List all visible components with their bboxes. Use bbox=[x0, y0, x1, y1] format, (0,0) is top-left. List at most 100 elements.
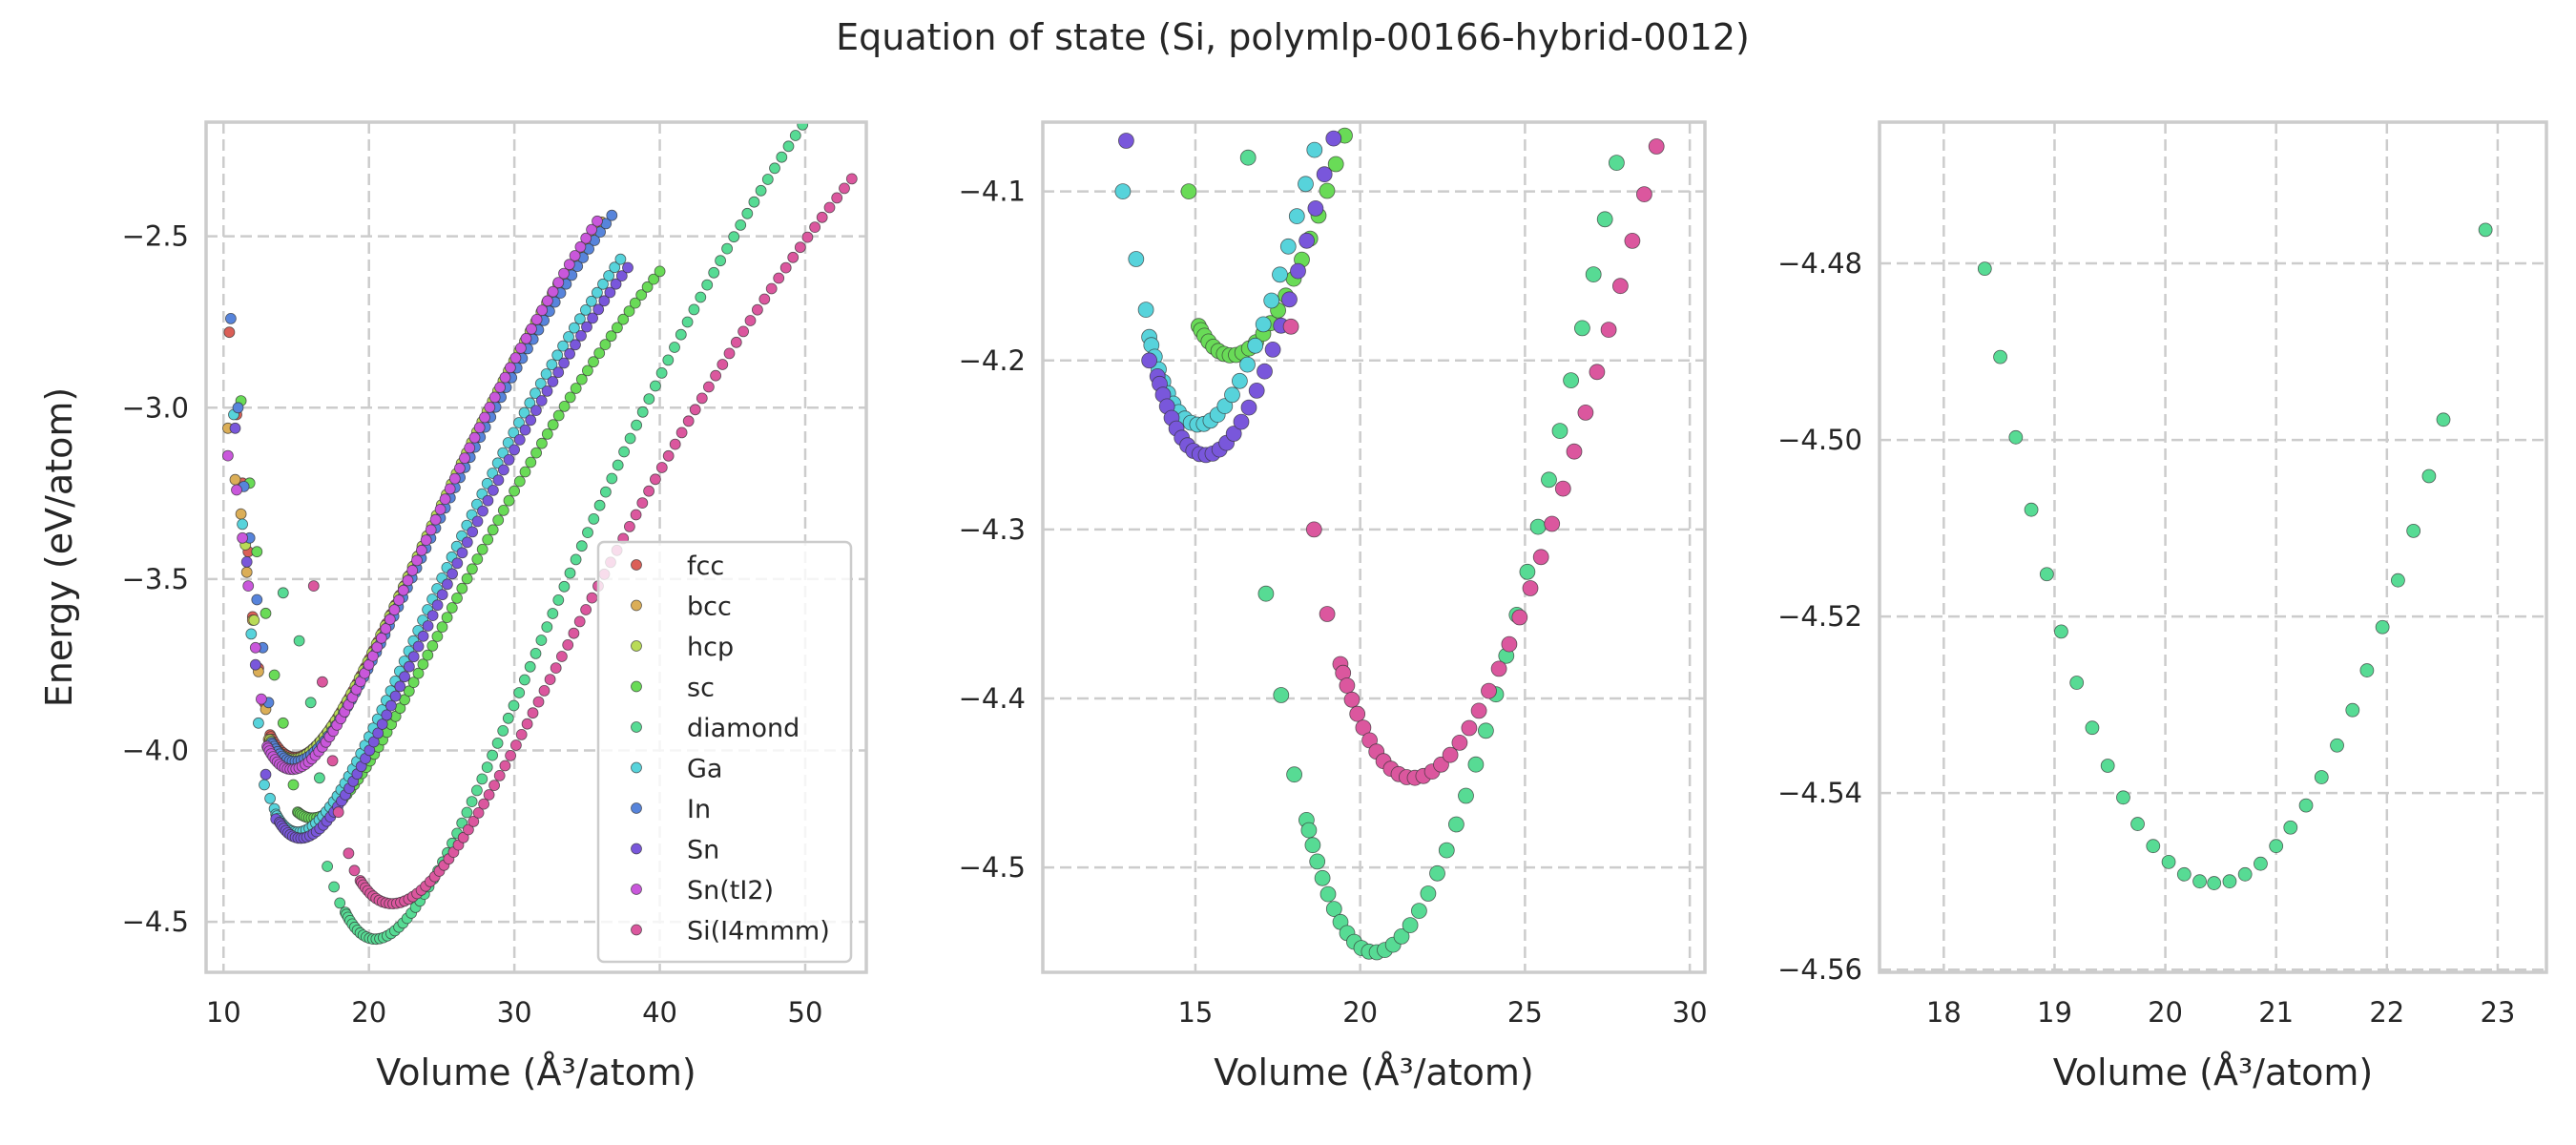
data-point-sii4mmm bbox=[752, 303, 763, 316]
data-point-ga bbox=[540, 368, 552, 380]
data-point-snti2 bbox=[434, 504, 447, 515]
data-point-diamond bbox=[1478, 722, 1494, 739]
data-point-snti2 bbox=[499, 371, 511, 384]
data-point-diamond bbox=[618, 446, 630, 458]
legend-label: bcc bbox=[687, 593, 732, 622]
data-point-diamond bbox=[688, 303, 700, 316]
data-point-sn bbox=[598, 295, 611, 307]
data-point-diamond bbox=[519, 674, 530, 686]
legend-label: In bbox=[687, 795, 711, 824]
data-point-diamond bbox=[2069, 676, 2085, 690]
data-point-diamond bbox=[2298, 798, 2314, 813]
data-point-snti2 bbox=[479, 411, 490, 424]
data-point-diamond bbox=[497, 725, 509, 737]
data-point-sii4mmm bbox=[472, 807, 485, 819]
data-point-sn bbox=[426, 610, 439, 621]
data-point-sc bbox=[552, 409, 565, 422]
data-point-snti2 bbox=[448, 472, 461, 485]
data-point-sc bbox=[487, 524, 499, 536]
data-point-snti2 bbox=[574, 240, 587, 253]
data-point-snti2 bbox=[530, 313, 543, 325]
y-tick-label: −4.5 bbox=[122, 906, 189, 938]
data-point-bcc bbox=[1184, 65, 1199, 80]
x-axis-label: Volume (Å³/atom) bbox=[2053, 1051, 2374, 1093]
data-point-in bbox=[251, 593, 263, 606]
x-tick-label: 40 bbox=[642, 996, 677, 1029]
data-point-diamond bbox=[1519, 563, 1536, 580]
data-point-ga bbox=[597, 278, 609, 290]
data-point-sc bbox=[629, 297, 641, 309]
data-point-diamond bbox=[2176, 866, 2192, 882]
data-point-snti2 bbox=[563, 259, 575, 271]
data-point-diamond bbox=[1286, 766, 1302, 783]
data-point-sii4mmm bbox=[1612, 278, 1629, 295]
legend-marker bbox=[631, 559, 642, 571]
data-point-diamond bbox=[695, 291, 707, 303]
data-point-ga bbox=[609, 261, 621, 274]
y-tick-label: −4.2 bbox=[959, 344, 1026, 377]
data-point-sc bbox=[287, 779, 300, 791]
x-tick-label: 30 bbox=[1672, 996, 1708, 1029]
data-point-diamond bbox=[552, 594, 565, 606]
data-point-diamond bbox=[1429, 864, 1445, 882]
data-point-sn bbox=[610, 278, 622, 290]
data-point-snti2 bbox=[425, 524, 437, 536]
x-tick-label: 20 bbox=[351, 996, 386, 1029]
y-tick-label: −4.3 bbox=[959, 513, 1026, 546]
data-point-snti2 bbox=[397, 584, 409, 596]
data-point-diamond bbox=[487, 749, 498, 761]
data-point-sn bbox=[592, 303, 605, 316]
data-point-sii4mmm bbox=[515, 729, 528, 740]
data-point-sc bbox=[1180, 183, 1197, 200]
data-point-sc bbox=[558, 400, 571, 412]
data-point-sc bbox=[446, 602, 458, 614]
data-point-sii4mmm bbox=[538, 685, 551, 697]
data-point-sn bbox=[1290, 262, 1306, 280]
data-point-diamond bbox=[1257, 585, 1275, 602]
data-point-sii4mmm bbox=[1577, 404, 1594, 421]
data-point-sn bbox=[622, 261, 634, 274]
data-point-diamond bbox=[470, 784, 483, 797]
data-point-sii4mmm bbox=[710, 369, 721, 382]
data-point-sii4mmm bbox=[839, 182, 850, 195]
data-point-sn bbox=[407, 651, 420, 663]
data-point-sn bbox=[403, 660, 415, 673]
data-point-diamond bbox=[2222, 874, 2237, 889]
data-point-sii4mmm bbox=[1305, 521, 1322, 538]
y-tick-label: −3.5 bbox=[122, 563, 189, 595]
data-point-sn bbox=[525, 414, 537, 427]
data-point-snti2 bbox=[569, 250, 581, 261]
data-point-sn bbox=[570, 339, 581, 351]
data-point-snti2 bbox=[1145, 73, 1160, 88]
data-point-sii4mmm bbox=[521, 718, 533, 730]
panel-3: 18 19 20 21 22 23 −4.56 −4.54 −4.52 −4.50 −4.48 Vol… bbox=[1777, 120, 2548, 1093]
data-point-sii4mmm bbox=[779, 261, 792, 274]
data-point-sc bbox=[617, 313, 630, 325]
data-point-sc bbox=[407, 677, 420, 688]
panel-2: 15 20 25 30 −4.5 −4.4 −4.3 −4.2 −4.1 Volume (Å³/a… bbox=[959, 0, 1708, 1093]
data-point-sii4mmm bbox=[307, 580, 320, 592]
data-point-sii4mmm bbox=[580, 604, 592, 615]
data-point-snti2 bbox=[402, 574, 414, 587]
data-point-in bbox=[1199, 63, 1215, 78]
data-point-snti2 bbox=[1156, 93, 1172, 108]
y-tick-label: −4.0 bbox=[122, 735, 189, 767]
data-point-sc bbox=[623, 305, 635, 318]
data-point-sii4mmm bbox=[831, 192, 843, 204]
data-point-sn bbox=[467, 526, 479, 538]
data-point-in bbox=[606, 209, 618, 221]
data-point-sn bbox=[389, 690, 402, 702]
data-point-diamond bbox=[513, 687, 526, 698]
data-point-fcc bbox=[1142, 0, 1157, 4]
data-point-sn bbox=[441, 578, 453, 591]
data-point-hcp bbox=[1183, 57, 1198, 73]
legend-marker bbox=[631, 721, 642, 733]
legend-marker bbox=[631, 884, 642, 895]
data-point-sii4mmm bbox=[573, 615, 586, 628]
y-axis-label: Energy (eV/atom) bbox=[38, 387, 80, 707]
data-point-diamond bbox=[735, 219, 747, 231]
data-point-ga bbox=[557, 340, 569, 352]
data-point-sn bbox=[260, 768, 272, 781]
data-point-snti2 bbox=[1140, 59, 1155, 74]
data-point-diamond bbox=[1402, 917, 1419, 933]
